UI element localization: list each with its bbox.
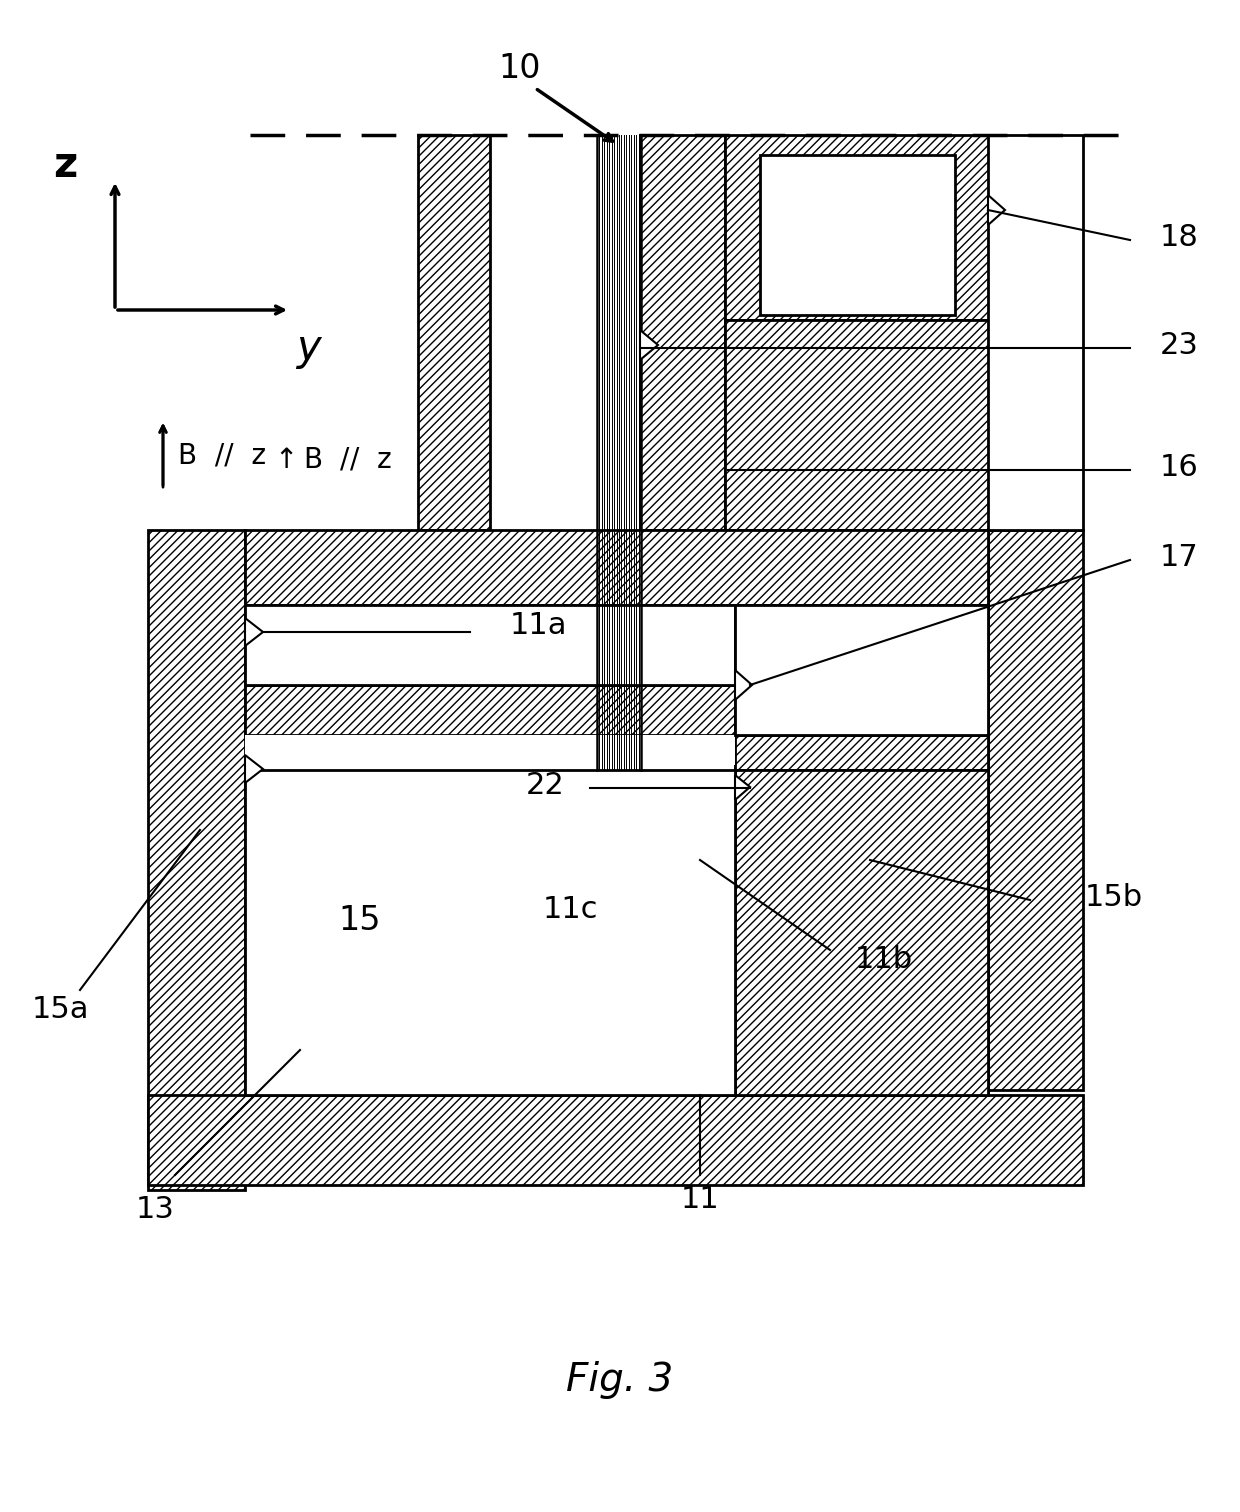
- Bar: [735, 735, 988, 770]
- Text: 11: 11: [681, 1185, 719, 1214]
- Text: 10: 10: [498, 51, 541, 85]
- Text: $\uparrow$B  //  z: $\uparrow$B // z: [269, 446, 392, 473]
- Bar: [246, 531, 988, 605]
- Polygon shape: [735, 776, 750, 800]
- Bar: [735, 605, 988, 1095]
- Text: B  //  z: B // z: [179, 442, 267, 469]
- Text: 18: 18: [1159, 222, 1199, 251]
- Bar: [760, 156, 955, 314]
- Text: Fig. 3: Fig. 3: [567, 1361, 673, 1399]
- Text: 15a: 15a: [31, 995, 89, 1025]
- Text: 11c: 11c: [542, 895, 598, 924]
- Text: 13: 13: [135, 1196, 175, 1225]
- Polygon shape: [640, 330, 658, 360]
- Text: 11b: 11b: [856, 945, 913, 975]
- Bar: [640, 135, 725, 531]
- Polygon shape: [246, 618, 263, 646]
- Text: 15: 15: [339, 904, 381, 936]
- Text: 16: 16: [1159, 452, 1199, 481]
- Text: 17: 17: [1159, 543, 1199, 572]
- Bar: [246, 735, 735, 765]
- Bar: [735, 605, 988, 735]
- Text: y: y: [295, 327, 320, 369]
- Bar: [725, 135, 990, 321]
- Text: 22: 22: [526, 771, 565, 800]
- Bar: [418, 135, 490, 531]
- Bar: [246, 605, 735, 685]
- Bar: [148, 531, 246, 1190]
- Bar: [246, 770, 735, 1095]
- Polygon shape: [246, 754, 263, 783]
- Text: 15b: 15b: [1085, 883, 1143, 912]
- Text: 23: 23: [1159, 331, 1199, 360]
- Polygon shape: [988, 195, 1004, 225]
- Bar: [988, 531, 1083, 1090]
- Bar: [246, 685, 735, 735]
- Text: z: z: [53, 144, 77, 186]
- Bar: [725, 321, 990, 531]
- Bar: [735, 770, 988, 1095]
- Text: 11a: 11a: [510, 611, 568, 640]
- Bar: [988, 135, 1083, 531]
- Bar: [148, 1095, 1083, 1185]
- Polygon shape: [735, 670, 751, 700]
